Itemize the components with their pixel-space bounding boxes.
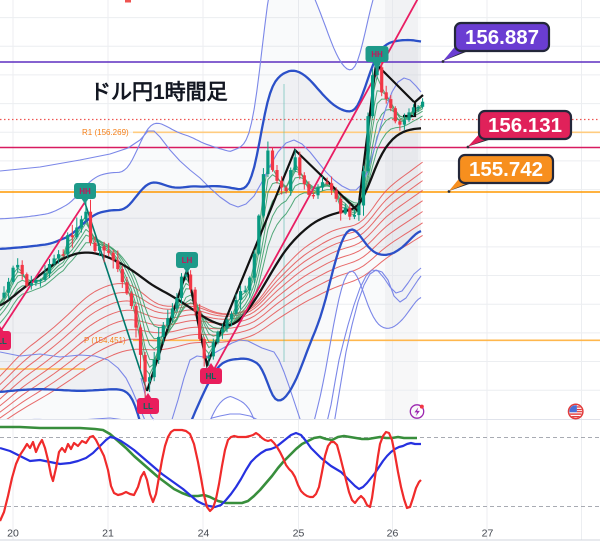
- svg-text:156.131: 156.131: [488, 114, 562, 137]
- svg-text:P (154.451): P (154.451): [84, 336, 126, 345]
- svg-text:R1 (156.269): R1 (156.269): [82, 128, 129, 137]
- svg-text:155.742: 155.742: [469, 158, 543, 181]
- svg-text:21: 21: [102, 528, 114, 540]
- svg-text:LH: LH: [182, 256, 193, 265]
- svg-text:26: 26: [387, 528, 399, 540]
- svg-text:27: 27: [482, 528, 494, 540]
- svg-text:ドル円1時間足: ドル円1時間足: [90, 80, 228, 104]
- svg-text:LL: LL: [0, 337, 7, 346]
- svg-text:HH: HH: [371, 50, 383, 59]
- svg-text:HH: HH: [79, 187, 91, 196]
- svg-text:HL: HL: [206, 372, 217, 381]
- svg-text:25: 25: [293, 528, 305, 540]
- svg-text:LL: LL: [143, 402, 153, 411]
- svg-text:20: 20: [7, 528, 19, 540]
- svg-text:24: 24: [198, 528, 210, 540]
- svg-text:156.887: 156.887: [465, 26, 539, 49]
